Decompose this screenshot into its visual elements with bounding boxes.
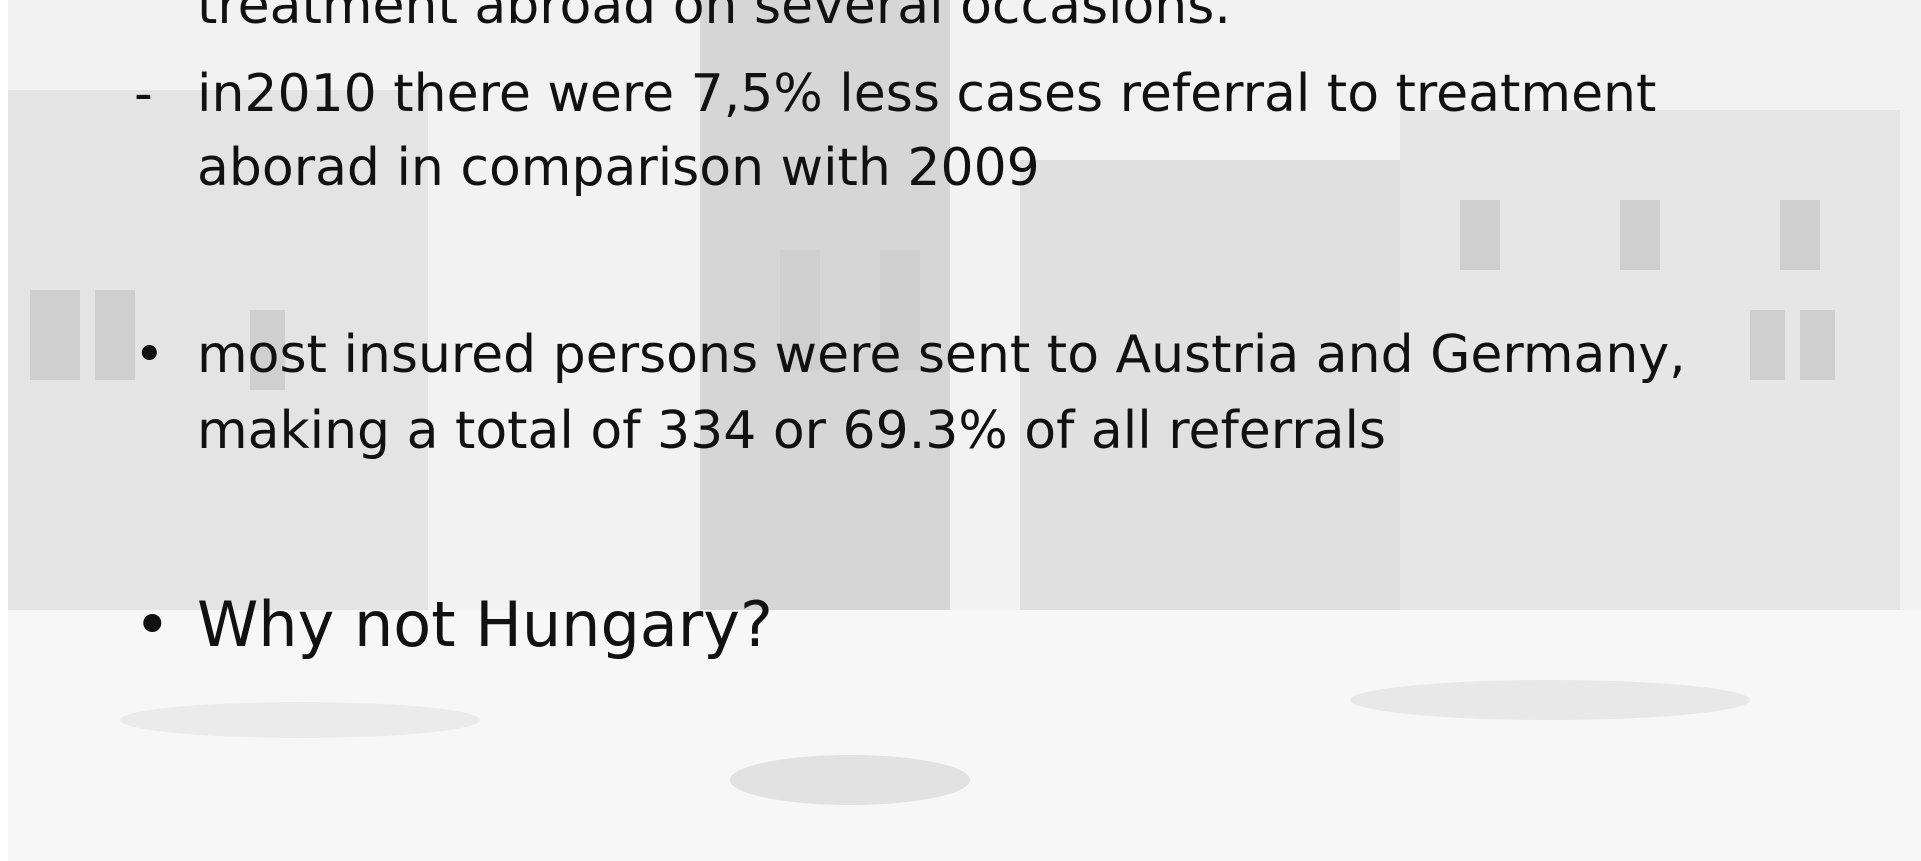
bullet-marker: - [134,68,153,120]
body-text: making a total of 334 or 69.3% of all re… [197,405,1386,457]
slide: treatment abroad on several occasions. -i… [0,0,1921,861]
body-text: treatment abroad on several occasions. [197,0,1231,32]
bullet-marker: • [134,329,165,381]
body-text: most insured persons were sent to Austri… [197,329,1686,381]
body-text: aborad in comparison with 2009 [197,142,1040,194]
bullet-marker: • [134,594,171,656]
body-text: Why not Hungary? [197,594,773,656]
body-text: in2010 there were 7,5% less cases referr… [197,68,1656,120]
